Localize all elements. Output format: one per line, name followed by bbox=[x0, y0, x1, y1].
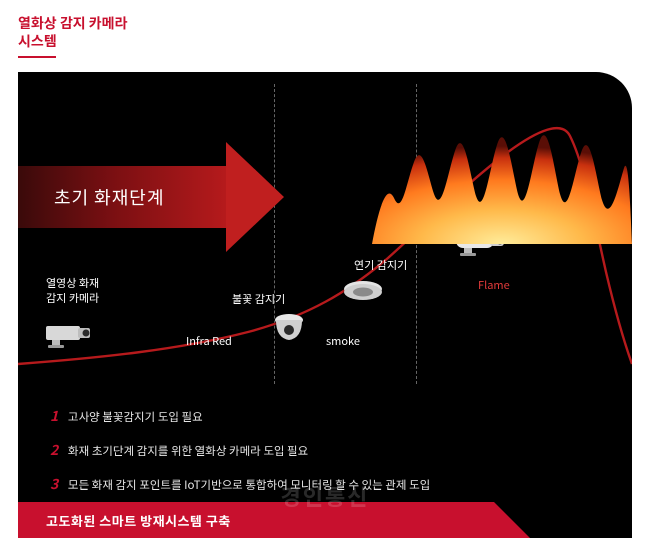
bullet-number: 1 bbox=[50, 406, 68, 426]
header-divider bbox=[18, 56, 56, 58]
bullet-text: 고사양 불꽃감지기 도입 필요 bbox=[68, 409, 203, 425]
bullet-list: 1 고사양 불꽃감지기 도입 필요 2 화재 초기단계 감지를 위한 열화상 카… bbox=[50, 406, 608, 508]
bullet-number: 2 bbox=[50, 440, 68, 460]
label-flame: Flame bbox=[478, 278, 510, 292]
stage-arrow: 초기 화재단계 bbox=[18, 142, 284, 252]
header-title: 열화상 감지 카메라 시스템 bbox=[18, 14, 632, 50]
infographic-panel: 초기 화재단계 열영상 화재감지 카메라 Infra Red 불꽃 감지기 sm… bbox=[18, 72, 632, 538]
label-thermal-camera: 열영상 화재감지 카메라 bbox=[46, 276, 99, 305]
thermal-camera-icon bbox=[42, 318, 98, 355]
label-infra-red: Infra Red bbox=[186, 334, 232, 348]
label-flame-detector: 불꽃 감지기 bbox=[232, 292, 285, 306]
footer-text: 고도화된 스마트 방재시스템 구축 bbox=[46, 511, 231, 530]
label-smoke-detector: 연기 감지기 bbox=[354, 258, 407, 272]
arrow-label: 초기 화재단계 bbox=[54, 184, 164, 210]
header: 열화상 감지 카메라 시스템 bbox=[0, 0, 650, 64]
list-item: 1 고사양 불꽃감지기 도입 필요 bbox=[50, 406, 608, 426]
title-line-2: 시스템 bbox=[18, 31, 57, 51]
label-ccd-camera: CCD 카메라 bbox=[474, 204, 528, 218]
fire-stage-chart: 초기 화재단계 열영상 화재감지 카메라 Infra Red 불꽃 감지기 sm… bbox=[18, 72, 632, 392]
bullet-text: 모든 화재 감지 포인트를 IoT기반으로 통합하여 모니터링 할 수 있는 관… bbox=[68, 477, 430, 493]
bullet-text: 화재 초기단계 감지를 위한 열화상 카메라 도입 필요 bbox=[68, 443, 308, 459]
label-smoke: smoke bbox=[326, 334, 360, 348]
flame-detector-icon bbox=[272, 312, 306, 347]
title-line-1: 열화상 감지 카메라 bbox=[18, 13, 127, 33]
ccd-camera-icon bbox=[454, 228, 510, 263]
footer-banner: 고도화된 스마트 방재시스템 구축 bbox=[18, 502, 494, 538]
bullet-number: 3 bbox=[50, 474, 68, 494]
list-item: 3 모든 화재 감지 포인트를 IoT기반으로 통합하여 모니터링 할 수 있는… bbox=[50, 474, 608, 494]
smoke-detector-icon bbox=[342, 280, 384, 311]
list-item: 2 화재 초기단계 감지를 위한 열화상 카메라 도입 필요 bbox=[50, 440, 608, 460]
arrow-head-icon bbox=[226, 142, 284, 252]
